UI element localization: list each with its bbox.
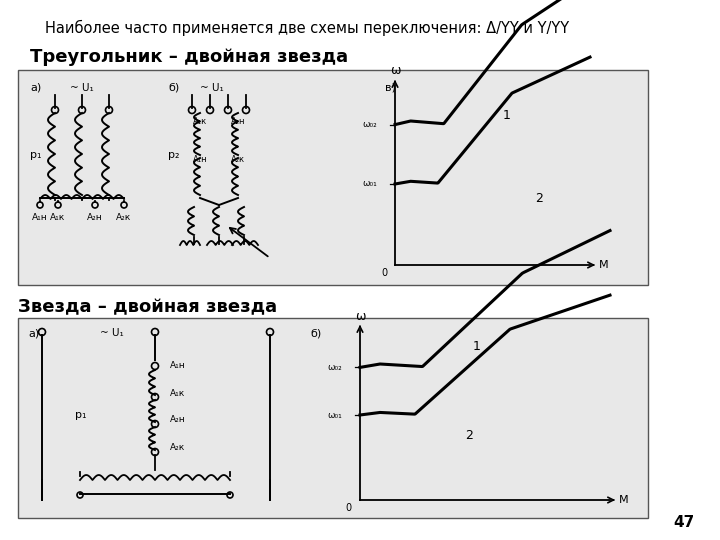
Text: ~ U₁: ~ U₁ xyxy=(200,83,224,93)
Text: ~ U₁: ~ U₁ xyxy=(100,328,124,338)
Text: в): в) xyxy=(385,82,396,92)
Text: A₁к: A₁к xyxy=(193,118,207,126)
Text: б): б) xyxy=(310,328,321,338)
Text: 2: 2 xyxy=(536,192,544,205)
Text: A₂н: A₂н xyxy=(230,118,246,126)
Text: M: M xyxy=(619,495,629,505)
Text: Треугольник – двойная звезда: Треугольник – двойная звезда xyxy=(30,48,348,66)
Text: A₁к: A₁к xyxy=(170,388,185,397)
Bar xyxy=(18,318,648,518)
Text: а): а) xyxy=(30,82,41,92)
Text: 1: 1 xyxy=(503,109,510,122)
Text: 47: 47 xyxy=(674,515,695,530)
Text: ω₀₂: ω₀₂ xyxy=(328,363,342,372)
Bar xyxy=(18,70,648,285)
Text: 1: 1 xyxy=(472,341,480,354)
Text: A₁н: A₁н xyxy=(32,213,48,221)
Text: A₂к: A₂к xyxy=(231,156,245,165)
Text: Звезда – двойная звезда: Звезда – двойная звезда xyxy=(18,298,277,316)
Text: p₂: p₂ xyxy=(168,150,179,160)
Text: ω₀₁: ω₀₁ xyxy=(328,410,342,420)
Text: A₂к: A₂к xyxy=(117,213,132,221)
Text: M: M xyxy=(599,260,609,270)
Text: ω: ω xyxy=(390,64,400,78)
Text: ω₀₂: ω₀₂ xyxy=(362,120,377,129)
Text: A₁н: A₁н xyxy=(193,156,207,165)
Text: Наиболее часто применяется две схемы переключения: Δ/YY и Y/YY: Наиболее часто применяется две схемы пер… xyxy=(45,20,569,36)
Text: p₁: p₁ xyxy=(30,150,42,160)
Text: ω₀₁: ω₀₁ xyxy=(362,179,377,188)
Text: б): б) xyxy=(168,82,179,92)
Text: 0: 0 xyxy=(346,503,352,513)
Text: A₁к: A₁к xyxy=(50,213,66,221)
Text: 2: 2 xyxy=(465,429,473,442)
Text: ω: ω xyxy=(355,309,365,322)
Text: p₁: p₁ xyxy=(75,410,86,420)
Text: A₂к: A₂к xyxy=(170,443,185,453)
Text: ~ U₁: ~ U₁ xyxy=(70,83,94,93)
Text: A₂н: A₂н xyxy=(87,213,103,221)
Text: A₂н: A₂н xyxy=(170,415,186,424)
Text: а): а) xyxy=(28,328,40,338)
Text: A₁н: A₁н xyxy=(170,361,186,370)
Text: 0: 0 xyxy=(381,268,387,278)
